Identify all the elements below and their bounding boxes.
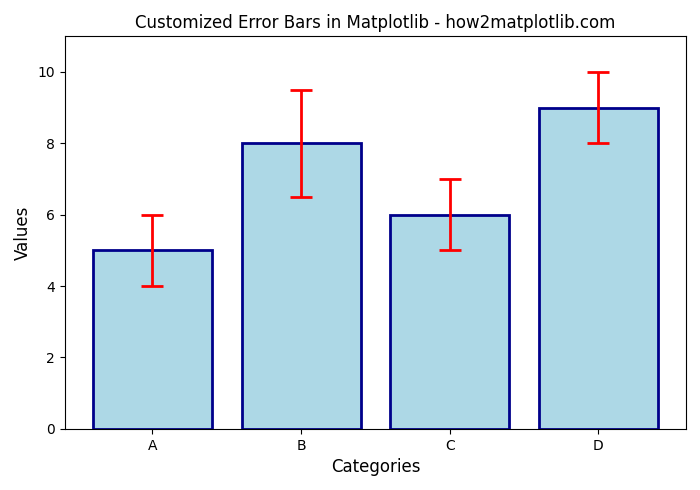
Bar (391, 215, 509, 429)
Bar (93, 250, 212, 429)
Title: Customized Error Bars in Matplotlib - how2matplotlib.com: Customized Error Bars in Matplotlib - ho… (135, 14, 615, 32)
Y-axis label: Values: Values (14, 205, 32, 260)
Bar (241, 143, 360, 429)
X-axis label: Categories: Categories (330, 458, 420, 476)
Bar (539, 108, 658, 429)
